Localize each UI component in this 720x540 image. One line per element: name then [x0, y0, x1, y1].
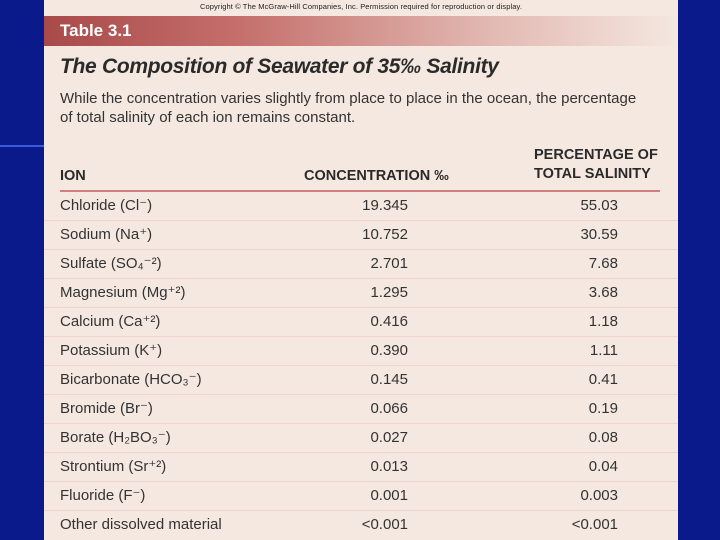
percentage-cell: 55.03 [580, 197, 618, 214]
concentration-cell: 2.701 [370, 255, 408, 272]
concentration-cell: <0.001 [361, 516, 408, 533]
table-description: While the concentration varies slightly … [60, 90, 637, 126]
table-row: Calcium (Ca⁺²) 0.416 1.18 [44, 308, 678, 337]
percentage-cell: 3.68 [588, 284, 618, 301]
table-row: Bromide (Br⁻) 0.066 0.19 [44, 395, 678, 424]
concentration-cell: 0.066 [370, 400, 408, 417]
concentration-cell: 0.001 [370, 487, 408, 504]
table-row: Sulfate (SO₄⁻²) 2.701 7.68 [44, 250, 678, 279]
percentage-cell: 0.003 [580, 487, 618, 504]
table-slide: Copyright © The McGraw-Hill Companies, I… [44, 0, 678, 540]
column-header-percentage-line1: PERCENTAGE OF [534, 147, 658, 163]
ion-cell: Strontium (Sr⁺²) [60, 458, 167, 475]
table-banner: Table 3.1 [44, 16, 678, 46]
concentration-cell: 1.295 [370, 284, 408, 301]
concentration-cell: 0.013 [370, 458, 408, 475]
table-row: Fluoride (F⁻) 0.001 0.003 [44, 482, 678, 511]
header-rule [60, 190, 660, 192]
concentration-cell: 0.027 [370, 429, 408, 446]
ion-cell: Sodium (Na⁺) [60, 226, 153, 243]
percentage-cell: 7.68 [588, 255, 618, 272]
percentage-cell: 0.04 [588, 458, 618, 475]
percentage-cell: 1.11 [589, 342, 618, 359]
table-row: Magnesium (Mg⁺²) 1.295 3.68 [44, 279, 678, 308]
ion-cell: Bicarbonate (HCO₃⁻) [60, 371, 202, 388]
percentage-cell: 1.18 [588, 313, 618, 330]
table-row: Bicarbonate (HCO₃⁻) 0.145 0.41 [44, 366, 678, 395]
table-row: Borate (H₂BO₃⁻) 0.027 0.08 [44, 424, 678, 453]
percentage-cell: <0.001 [571, 516, 618, 533]
table-row: Chloride (Cl⁻) 19.345 55.03 [44, 192, 678, 221]
percentage-cell: 0.19 [588, 400, 618, 417]
percentage-cell: 30.59 [580, 226, 618, 243]
concentration-cell: 10.752 [362, 226, 408, 243]
ion-cell: Fluoride (F⁻) [60, 487, 146, 504]
table-row: Sodium (Na⁺) 10.752 30.59 [44, 221, 678, 250]
concentration-cell: 0.390 [370, 342, 408, 359]
ion-cell: Potassium (K⁺) [60, 342, 163, 359]
concentration-cell: 19.345 [362, 197, 408, 214]
ion-cell: Bromide (Br⁻) [60, 400, 153, 417]
percentage-cell: 0.08 [588, 429, 618, 446]
ion-cell: Calcium (Ca⁺²) [60, 313, 161, 330]
ion-cell: Magnesium (Mg⁺²) [60, 284, 186, 301]
table-row: Potassium (K⁺) 0.390 1.11 [44, 337, 678, 366]
page-title: The Composition of Seawater of 35‰ Salin… [60, 55, 499, 78]
table-row: Strontium (Sr⁺²) 0.013 0.04 [44, 453, 678, 482]
column-header-percentage: PERCENTAGE OF TOTAL SALINITY [534, 146, 674, 184]
concentration-cell: 0.145 [370, 371, 408, 388]
percentage-cell: 0.41 [588, 371, 618, 388]
concentration-cell: 0.416 [370, 313, 408, 330]
table-row: Other dissolved material <0.001 <0.001 [44, 511, 678, 539]
column-header-ion: ION [60, 168, 86, 184]
ion-cell: Chloride (Cl⁻) [60, 197, 153, 214]
ion-cell: Sulfate (SO₄⁻²) [60, 255, 162, 272]
copyright-notice: Copyright © The McGraw-Hill Companies, I… [199, 2, 523, 11]
ion-cell: Borate (H₂BO₃⁻) [60, 429, 171, 446]
column-header-concentration: CONCENTRATION ‰ [304, 168, 449, 184]
table-label: Table 3.1 [60, 21, 132, 40]
ion-cell: Other dissolved material [60, 516, 222, 533]
table-body: Chloride (Cl⁻) 19.345 55.03 Sodium (Na⁺) 10.… [44, 192, 678, 539]
decorative-side-line [0, 145, 44, 147]
column-header-percentage-line2: TOTAL SALINITY [534, 166, 651, 182]
